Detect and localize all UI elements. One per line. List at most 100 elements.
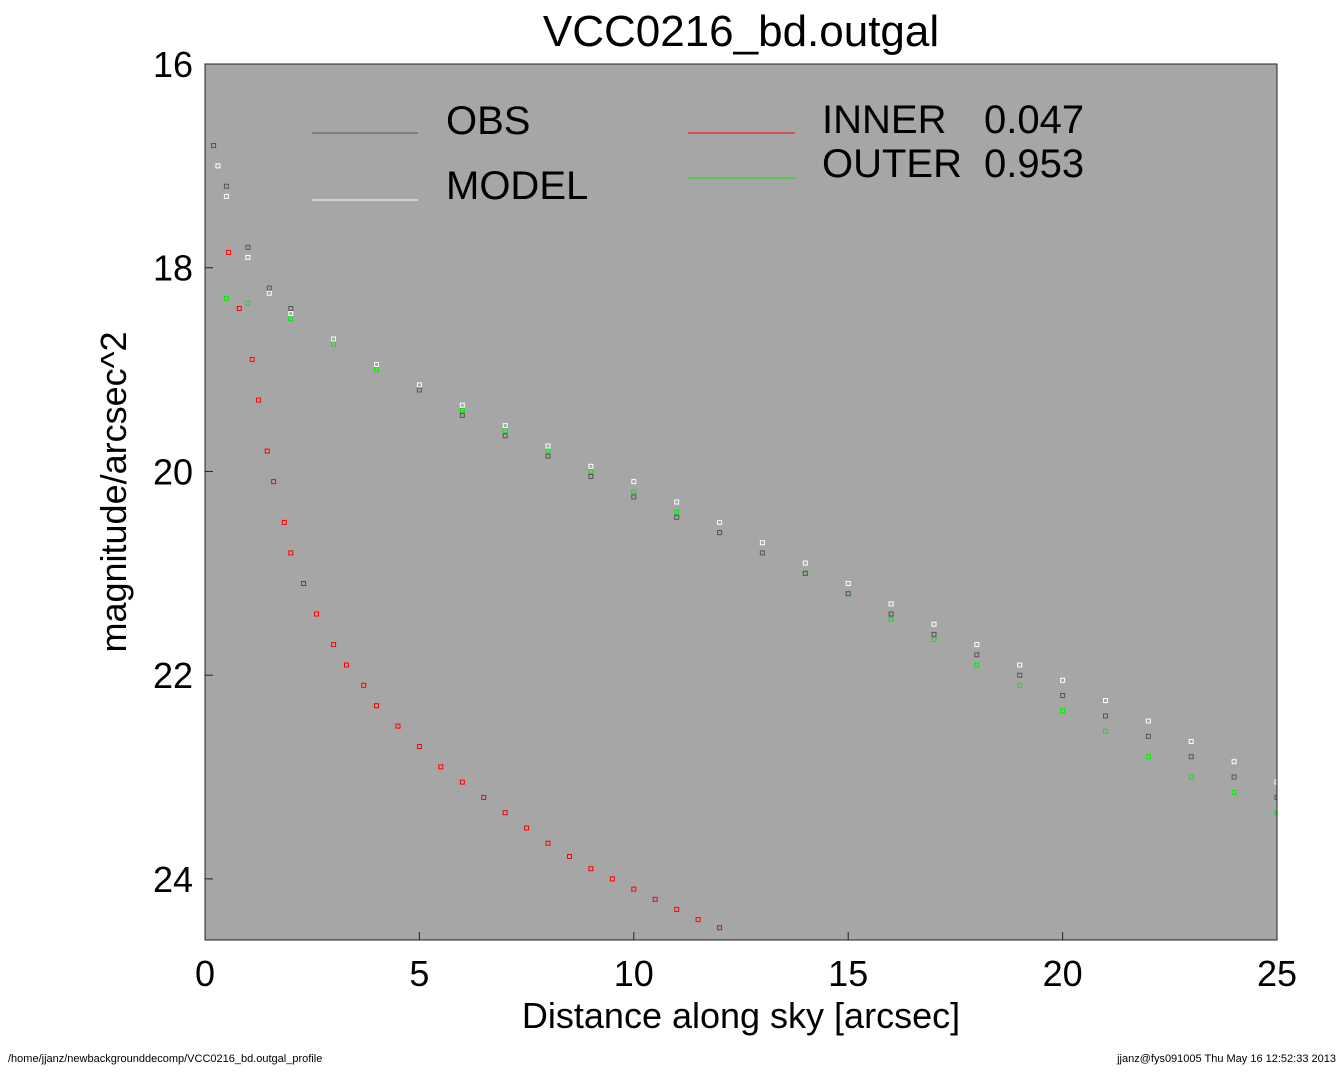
data-point xyxy=(226,249,232,255)
data-point xyxy=(588,463,594,469)
data-point xyxy=(344,662,349,668)
data-point xyxy=(802,570,808,576)
data-point xyxy=(1060,677,1066,683)
data-point xyxy=(545,448,551,454)
data-point xyxy=(1145,718,1151,724)
data-point xyxy=(695,917,701,923)
data-point xyxy=(974,642,980,648)
data-point xyxy=(1274,794,1277,800)
data-point xyxy=(674,906,680,912)
data-point xyxy=(245,255,251,260)
axes-layer: 0 5 10 15 20 25 16 18 20 22 24 xyxy=(153,44,1297,994)
data-point xyxy=(416,382,422,388)
data-point xyxy=(631,479,637,485)
data-point xyxy=(1103,698,1108,704)
data-point xyxy=(1017,682,1023,688)
legend-label: OBS xyxy=(446,99,530,143)
data-point xyxy=(361,682,367,688)
data-point xyxy=(281,519,287,525)
data-point xyxy=(631,886,637,892)
series-layer xyxy=(211,143,1277,931)
legend-item-obs: OBS xyxy=(312,99,530,143)
data-point xyxy=(845,581,851,586)
legend-label: INNER xyxy=(822,98,946,142)
series-model xyxy=(215,163,1277,785)
y-tick-label: 16 xyxy=(153,44,193,85)
data-point xyxy=(609,876,615,882)
data-point xyxy=(802,560,808,566)
data-point xyxy=(974,652,980,658)
data-point xyxy=(374,703,379,709)
data-point xyxy=(845,591,851,597)
data-point xyxy=(1274,779,1277,785)
y-tick-label: 24 xyxy=(153,859,193,900)
plot-area xyxy=(205,64,1277,940)
data-point xyxy=(759,550,765,556)
x-tick-label: 5 xyxy=(409,953,429,994)
x-tick-label: 0 xyxy=(195,953,215,994)
data-point xyxy=(888,611,894,617)
data-point xyxy=(331,642,337,648)
legend-label: MODEL xyxy=(446,164,588,208)
x-tick-label: 10 xyxy=(614,953,654,994)
x-tick-label: 20 xyxy=(1043,953,1083,994)
data-point xyxy=(502,423,508,429)
data-point xyxy=(1060,693,1066,698)
data-point xyxy=(674,514,680,520)
legend: OBS MODEL INNER 0.047 OUTER 0.953 xyxy=(312,98,1084,208)
data-point xyxy=(1103,713,1108,719)
data-point xyxy=(288,306,294,311)
data-point xyxy=(1231,759,1237,765)
data-point xyxy=(288,316,294,322)
data-point xyxy=(459,779,465,785)
data-point xyxy=(459,402,465,408)
data-point xyxy=(588,866,594,872)
data-point xyxy=(567,854,572,859)
data-point xyxy=(502,810,508,816)
y-tick-label: 20 xyxy=(153,451,193,492)
data-point xyxy=(223,295,229,301)
y-axis-label: magnitude/arcsec^2 xyxy=(93,331,134,652)
data-point xyxy=(1188,754,1194,760)
data-point xyxy=(266,290,272,296)
data-point xyxy=(1103,728,1108,734)
data-point xyxy=(717,530,723,536)
data-point xyxy=(931,631,937,637)
data-point xyxy=(438,764,444,770)
footer-user-timestamp: jjanz@fys091005 Thu May 16 12:52:33 2013 xyxy=(1116,1053,1336,1065)
x-tick-label: 15 xyxy=(828,953,868,994)
data-point xyxy=(215,163,221,169)
data-point xyxy=(1274,810,1277,816)
data-point xyxy=(717,925,723,931)
data-point xyxy=(264,448,270,454)
data-point xyxy=(588,468,594,474)
legend-item-inner: INNER 0.047 xyxy=(688,98,1084,142)
data-point xyxy=(588,474,594,479)
data-point xyxy=(1060,708,1066,714)
data-point xyxy=(888,601,894,607)
data-point xyxy=(631,489,637,495)
series-obs xyxy=(211,143,1277,800)
x-axis-label: Distance along sky [arcsec] xyxy=(522,995,960,1036)
data-point xyxy=(416,744,422,749)
data-point xyxy=(545,840,551,846)
data-point xyxy=(331,336,337,342)
data-point xyxy=(223,193,229,199)
data-point xyxy=(245,300,251,306)
data-point xyxy=(545,443,551,449)
legend-value: 0.047 xyxy=(984,98,1084,142)
data-point xyxy=(1145,754,1151,760)
data-point xyxy=(416,387,422,393)
data-point xyxy=(249,356,255,362)
data-point xyxy=(374,362,379,367)
data-point xyxy=(459,412,465,418)
data-point xyxy=(674,499,680,505)
data-point xyxy=(931,637,937,642)
data-point xyxy=(1017,662,1023,668)
data-point xyxy=(301,581,307,586)
data-point xyxy=(888,616,894,622)
chart-title: VCC0216_bd.outgal xyxy=(543,7,939,56)
data-point xyxy=(674,509,680,515)
